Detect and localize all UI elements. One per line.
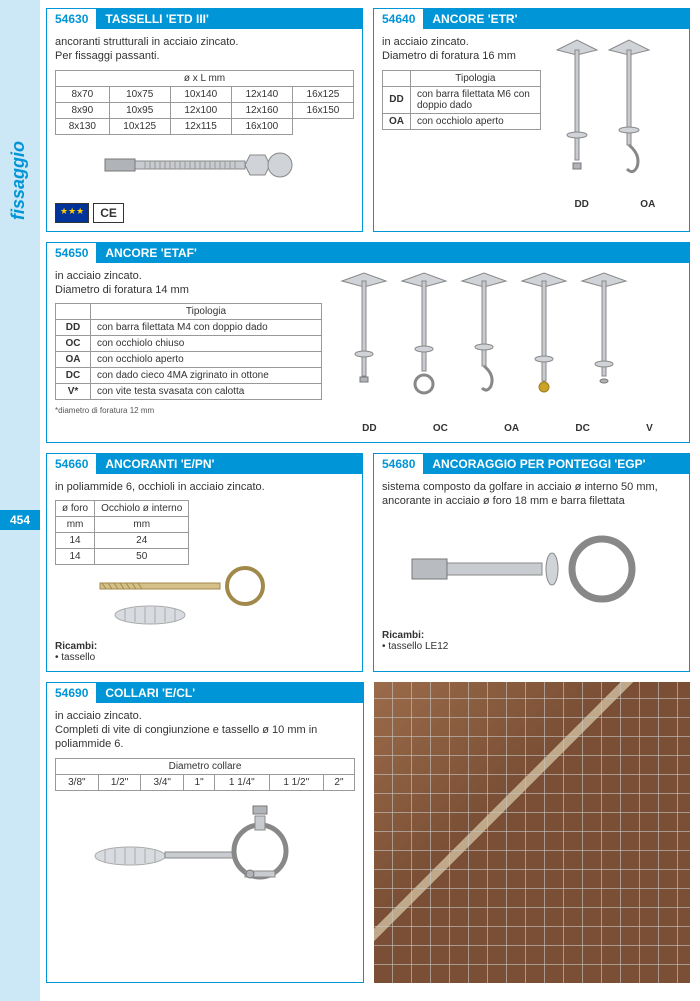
product-code: 54660 <box>47 454 97 474</box>
product-54660: 54660 ANCORANTI 'E/PN' in poliammide 6, … <box>46 453 363 672</box>
anchor-bolt-image <box>55 135 354 195</box>
scaffold-anchor-image <box>382 514 681 624</box>
product-54630: 54630 TASSELLI 'ETD III' ancoranti strut… <box>46 8 363 232</box>
product-desc: in acciaio zincato. Completi di vite di … <box>55 709 355 752</box>
product-title: ANCORE 'ETAF' <box>97 243 689 263</box>
product-title: ANCORE 'ETR' <box>424 9 689 29</box>
product-code: 54630 <box>47 9 97 29</box>
category-label: fissaggio <box>8 141 29 220</box>
product-desc: in acciaio zincato. Diametro di foratura… <box>382 35 541 64</box>
col-header: Tipologia <box>90 304 321 320</box>
product-54650: 54650 ANCORE 'ETAF' in acciaio zincato. … <box>46 242 690 443</box>
scaffold-photo <box>374 682 690 983</box>
pipe-collar-image <box>55 791 355 891</box>
category-sidebar: fissaggio 454 <box>0 0 40 1001</box>
toggle-anchor-image <box>549 35 659 195</box>
dimensions-table: ø foroOcchiolo ø interno mmmm 1424 1450 <box>55 500 189 565</box>
table-header: ø x L mm <box>56 70 354 86</box>
ce-certification: ★★★ CE <box>55 203 124 223</box>
product-title: COLLARI 'E/CL' <box>97 683 363 703</box>
product-code: 54690 <box>47 683 97 703</box>
col-header: Tipologia <box>411 70 541 86</box>
spare-parts: Ricambi: • tassello LE12 <box>382 630 681 652</box>
product-desc: in poliammide 6, occhioli in acciaio zin… <box>55 480 354 494</box>
variant-labels: DD OC OA DC V <box>334 423 681 434</box>
diameter-table: Diametro collare 3/8" 1/2" 3/4" 1" 1 1/4… <box>55 758 355 791</box>
eye-screw-image <box>55 565 354 635</box>
footnote: *diametro di foratura 12 mm <box>55 406 322 415</box>
product-title: TASSELLI 'ETD III' <box>97 9 362 29</box>
toggle-anchors-image <box>334 269 634 419</box>
product-desc: ancoranti strutturali in acciaio zincato… <box>55 35 354 64</box>
spare-parts: Ricambi: • tassello <box>55 641 354 663</box>
product-code: 54650 <box>47 243 97 263</box>
product-code: 54640 <box>374 9 424 29</box>
product-54690: 54690 COLLARI 'E/CL' in acciaio zincato.… <box>46 682 364 983</box>
product-54680: 54680 ANCORAGGIO PER PONTEGGI 'EGP' sist… <box>373 453 690 672</box>
sizes-table: ø x L mm 8x7010x7510x14012x14016x125 8x9… <box>55 70 354 135</box>
eu-flag-icon: ★★★ <box>55 203 89 223</box>
product-54640: 54640 ANCORE 'ETR' in acciaio zincato. D… <box>373 8 690 232</box>
content-area: 54630 TASSELLI 'ETD III' ancoranti strut… <box>40 0 700 1001</box>
variant-labels: DD OA <box>549 199 681 210</box>
page-number: 454 <box>0 510 40 530</box>
product-desc: in acciaio zincato. Diametro di foratura… <box>55 269 322 298</box>
catalog-page: fissaggio 454 54630 TASSELLI 'ETD III' a… <box>0 0 700 1001</box>
product-code: 54680 <box>374 454 424 474</box>
typology-table: Tipologia DDcon barra filettata M6 con d… <box>382 70 541 130</box>
product-title: ANCORAGGIO PER PONTEGGI 'EGP' <box>424 454 689 474</box>
product-desc: sistema composto da golfare in acciaio ø… <box>382 480 681 509</box>
typology-table: Tipologia DDcon barra filettata M4 con d… <box>55 303 322 400</box>
product-title: ANCORANTI 'E/PN' <box>97 454 362 474</box>
table-header: Diametro collare <box>56 758 355 774</box>
ce-mark-icon: CE <box>93 203 124 223</box>
